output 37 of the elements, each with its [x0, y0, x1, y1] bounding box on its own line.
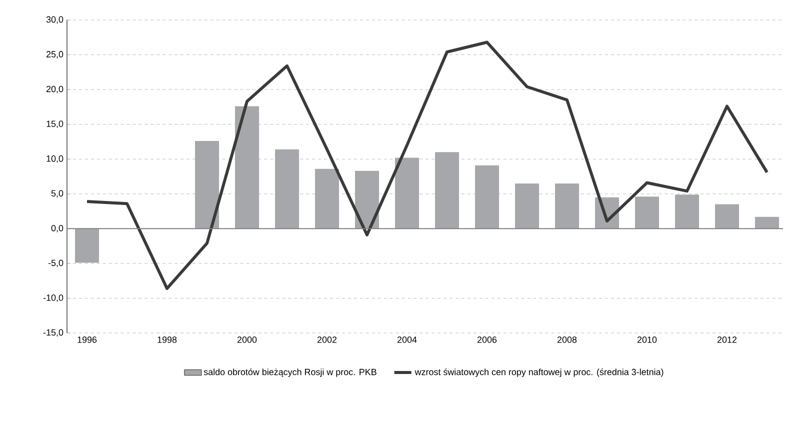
y-tick-label: 30,0 — [46, 16, 64, 24]
x-tick-label: 2004 — [397, 336, 417, 343]
bar — [555, 183, 580, 229]
bar — [755, 216, 780, 229]
x-tick-label: 1996 — [78, 336, 97, 343]
bar — [355, 170, 380, 229]
bar — [75, 228, 100, 263]
x-tick-label: 2012 — [717, 336, 737, 343]
legend-label: wzrost światowych cen ropy naftowej w proc. (średnia 3-letnia) — [414, 368, 664, 377]
bar — [515, 183, 540, 229]
bar — [715, 204, 740, 229]
y-tick-label: 25,0 — [46, 51, 64, 58]
y-tick-label: 0,0 — [51, 224, 64, 232]
x-tick-label: 2010 — [637, 336, 657, 343]
bar — [675, 194, 700, 229]
line-series — [86, 40, 769, 290]
bar — [195, 141, 220, 229]
bar — [475, 165, 500, 229]
legend-label: saldo obrotów bieżących Rosji w proc. PKB — [204, 368, 376, 377]
y-tick-label: -10,0 — [43, 294, 64, 302]
y-tick-label: -5,0 — [48, 260, 64, 268]
x-tick-label: 2006 — [477, 336, 497, 343]
bar — [275, 149, 300, 229]
bar — [435, 152, 460, 229]
bar — [235, 106, 260, 229]
x-tick-label: 2002 — [317, 336, 337, 343]
x-tick-label: 2000 — [237, 336, 257, 343]
bar — [635, 196, 660, 229]
y-tick-label: 15,0 — [46, 120, 64, 128]
y-tick-label: -15,0 — [43, 329, 64, 337]
y-tick-label: 10,0 — [46, 155, 64, 163]
bar — [315, 168, 340, 229]
bar — [395, 158, 420, 229]
y-tick-label: 20,0 — [46, 86, 64, 94]
y-tick-label: 5,0 — [51, 190, 64, 198]
x-tick-label: 2008 — [557, 336, 577, 343]
x-tick-label: 1998 — [158, 336, 177, 343]
